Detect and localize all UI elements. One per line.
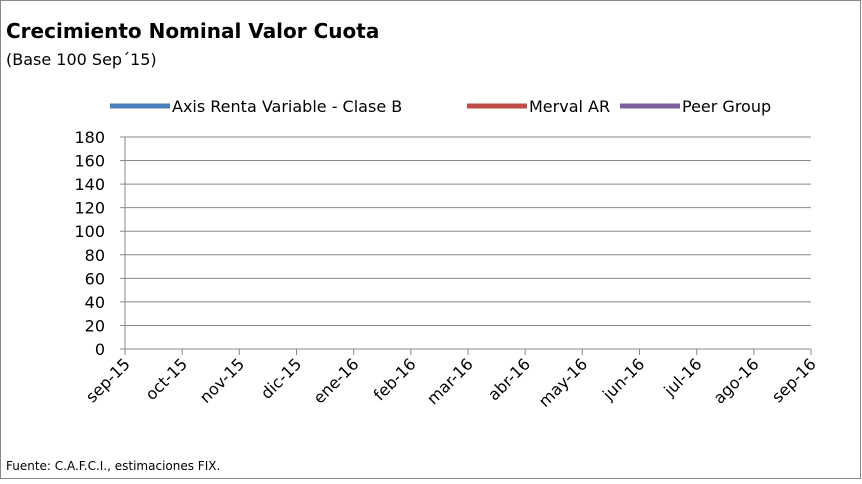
y-tick-label: 40 [85,293,105,312]
x-tick-label: abr-16 [484,354,534,404]
y-tick-label: 180 [74,128,105,147]
x-tick-label: may-16 [535,354,591,410]
legend-label: Merval AR [529,97,610,116]
y-tick-label: 140 [74,175,105,194]
y-tick-label: 20 [85,316,105,335]
y-tick-label: 160 [74,152,105,171]
x-tick-label: dic-15 [257,354,305,402]
x-tick-label: sep-16 [768,354,820,406]
x-tick-label: ago-16 [709,354,762,407]
x-tick-label: oct-15 [141,354,190,403]
x-tick-label: sep-15 [82,354,134,406]
legend-label: Axis Renta Variable - Clase B [172,97,402,116]
x-tick-label: feb-16 [370,354,420,404]
y-tick-label: 80 [85,246,105,265]
y-tick-label: 0 [95,340,105,359]
x-tick-label: jul-16 [659,354,705,400]
source-note: Fuente: C.A.F.C.I., estimaciones FIX. [6,459,220,473]
x-tick-label: jun-16 [598,354,648,404]
chart-title: Crecimiento Nominal Valor Cuota [6,19,379,43]
y-tick-label: 60 [85,269,105,288]
y-tick-label: 120 [74,199,105,218]
x-tick-label: nov-15 [196,354,248,406]
x-tick-label: mar-16 [423,354,477,408]
legend-label: Peer Group [682,97,771,116]
chart-subtitle: (Base 100 Sep´15) [6,50,157,69]
y-tick-label: 100 [74,222,105,241]
x-tick-label: ene-16 [309,354,362,407]
